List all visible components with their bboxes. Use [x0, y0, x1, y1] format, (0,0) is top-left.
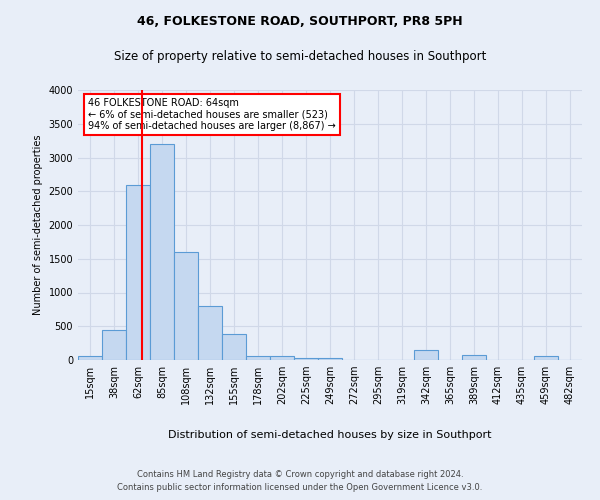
Bar: [462, 354, 486, 360]
Text: 46, FOLKESTONE ROAD, SOUTHPORT, PR8 5PH: 46, FOLKESTONE ROAD, SOUTHPORT, PR8 5PH: [137, 15, 463, 28]
Bar: [174, 252, 198, 360]
Bar: [126, 184, 150, 360]
Bar: [198, 306, 222, 360]
Text: Contains public sector information licensed under the Open Government Licence v3: Contains public sector information licen…: [118, 482, 482, 492]
Text: Size of property relative to semi-detached houses in Southport: Size of property relative to semi-detach…: [114, 50, 486, 63]
Bar: [102, 330, 126, 360]
Bar: [534, 356, 558, 360]
Text: Distribution of semi-detached houses by size in Southport: Distribution of semi-detached houses by …: [168, 430, 492, 440]
Text: 46 FOLKESTONE ROAD: 64sqm
← 6% of semi-detached houses are smaller (523)
94% of : 46 FOLKESTONE ROAD: 64sqm ← 6% of semi-d…: [88, 98, 336, 132]
Bar: [414, 350, 438, 360]
Bar: [270, 356, 294, 360]
Bar: [78, 356, 102, 360]
Y-axis label: Number of semi-detached properties: Number of semi-detached properties: [33, 134, 43, 316]
Bar: [318, 358, 342, 360]
Bar: [222, 334, 246, 360]
Text: Contains HM Land Registry data © Crown copyright and database right 2024.: Contains HM Land Registry data © Crown c…: [137, 470, 463, 479]
Bar: [150, 144, 174, 360]
Bar: [246, 356, 270, 360]
Bar: [294, 358, 318, 360]
